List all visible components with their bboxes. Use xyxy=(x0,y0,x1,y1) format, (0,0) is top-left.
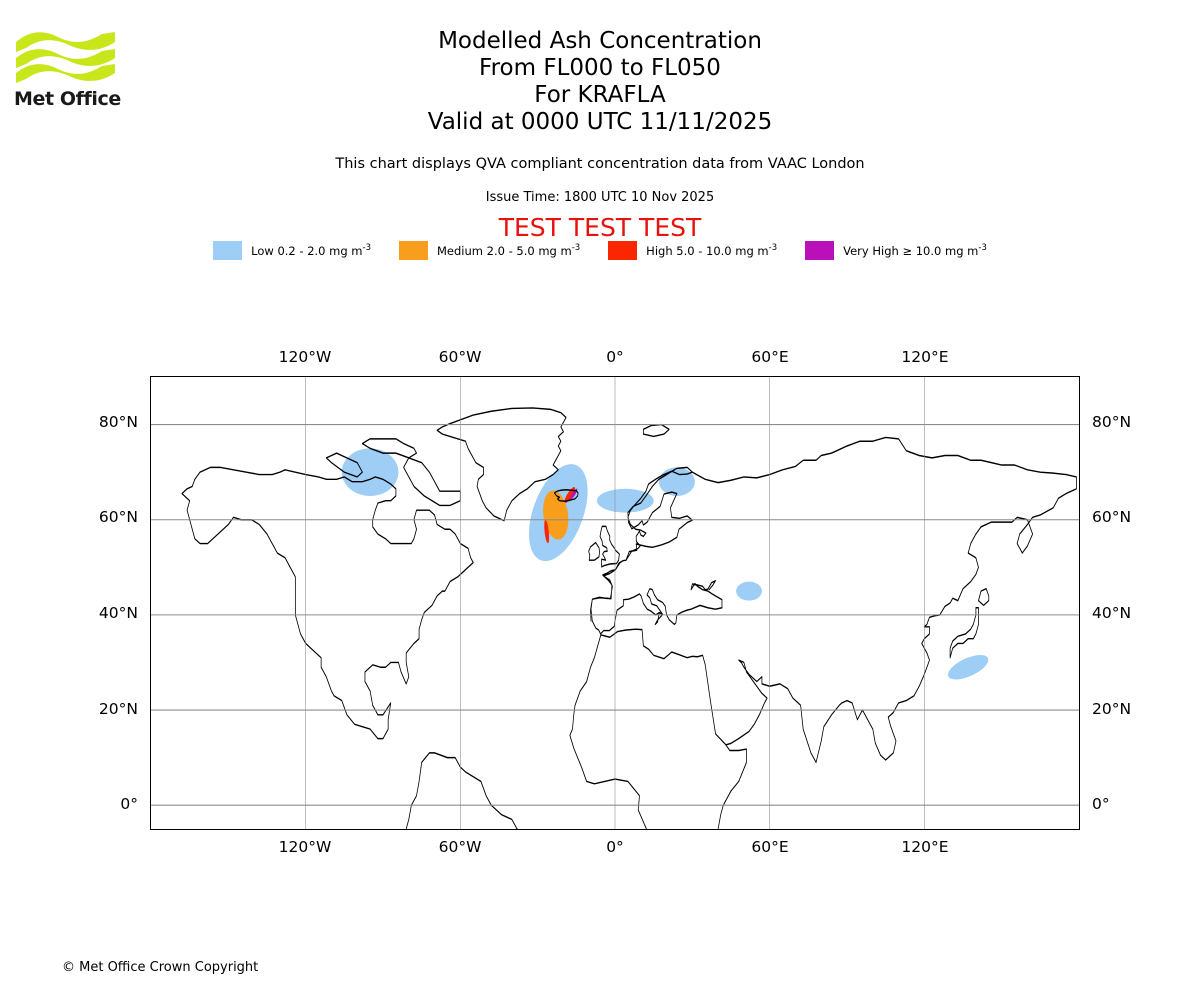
coastline xyxy=(181,466,474,740)
met-office-wordmark: Met Office xyxy=(14,88,121,110)
y-tick-label-right: 60°N xyxy=(1092,508,1132,527)
ash-plume-low xyxy=(947,655,989,680)
legend-entry-medium: Medium 2.0 - 5.0 mg m-3 xyxy=(398,241,581,260)
legend-entry-very-high: Very High ≥ 10.0 mg m-3 xyxy=(805,241,987,260)
legend-label-medium: Medium 2.0 - 5.0 mg m-3 xyxy=(436,243,581,258)
coastline xyxy=(588,541,600,561)
title-line-4: Valid at 0000 UTC 11/11/2025 xyxy=(427,109,773,135)
ash-plume-medium xyxy=(543,490,569,540)
y-tick-label-left: 0° xyxy=(120,795,138,814)
legend-entry-low: Low 0.2 - 2.0 mg m-3 xyxy=(213,241,371,260)
y-tick-label-left: 40°N xyxy=(98,603,138,622)
ash-plume-layer xyxy=(341,448,989,680)
x-tick-label-top: 60°W xyxy=(438,348,482,366)
ash-plume-low xyxy=(658,467,695,496)
coastline xyxy=(625,466,693,561)
coastline xyxy=(361,438,417,459)
met-office-logo: Met Office xyxy=(14,28,124,116)
coastline xyxy=(642,423,670,438)
coastline xyxy=(691,436,1077,764)
y-tick-label-left: 80°N xyxy=(98,412,138,431)
y-tick-label-right: 40°N xyxy=(1092,603,1132,622)
copyright-notice: © Met Office Crown Copyright xyxy=(62,960,259,975)
coastline xyxy=(436,407,567,522)
concentration-legend: Low 0.2 - 2.0 mg m-3 Medium 2.0 - 5.0 mg… xyxy=(0,241,1200,260)
coastline xyxy=(978,588,990,607)
legend-swatch-very-high xyxy=(805,241,835,260)
legend-entry-high: High 5.0 - 10.0 mg m-3 xyxy=(608,241,777,260)
map-canvas xyxy=(151,377,1079,829)
x-tick-label-bottom: 60°W xyxy=(438,838,482,856)
y-tick-label-right: 0° xyxy=(1092,795,1110,814)
page-title: Modelled Ash Concentration From FL000 to… xyxy=(0,28,1200,136)
legend-swatch-medium xyxy=(398,241,428,260)
coastline xyxy=(949,607,979,659)
met-office-wave-icon xyxy=(16,32,115,83)
legend-swatch-high xyxy=(608,241,638,260)
test-banner: TEST TEST TEST xyxy=(498,213,702,242)
issue-time: Issue Time: 1800 UTC 10 Nov 2025 xyxy=(485,190,715,205)
legend-swatch-low xyxy=(213,241,243,260)
ash-plume-low xyxy=(736,581,762,601)
x-tick-label-bottom: 120°W xyxy=(278,838,332,856)
graticule-layer xyxy=(151,377,1079,829)
x-tick-label-top: 60°E xyxy=(751,348,789,366)
y-tick-label-right: 20°N xyxy=(1092,699,1132,718)
x-tick-label-top: 0° xyxy=(606,348,624,366)
x-tick-label-top: 120°W xyxy=(278,348,332,366)
title-line-1: Modelled Ash Concentration xyxy=(438,28,762,54)
coastline xyxy=(599,525,620,568)
ash-plume-low xyxy=(596,488,654,513)
y-tick-label-left: 20°N xyxy=(98,699,138,718)
x-tick-label-bottom: 60°E xyxy=(751,838,789,856)
coastline xyxy=(405,752,519,829)
legend-label-low: Low 0.2 - 2.0 mg m-3 xyxy=(251,243,371,258)
ash-plume-low xyxy=(341,448,399,496)
legend-label-high: High 5.0 - 10.0 mg m-3 xyxy=(646,243,778,258)
x-tick-label-bottom: 0° xyxy=(606,838,624,856)
chart-subtitle: This chart displays QVA compliant concen… xyxy=(335,156,865,172)
ash-concentration-map[interactable] xyxy=(150,376,1080,830)
y-tick-label-left: 60°N xyxy=(98,508,138,527)
ash-plume-high xyxy=(544,519,550,544)
coastline xyxy=(590,559,723,635)
x-tick-label-top: 120°E xyxy=(901,348,949,366)
legend-label-very-high: Very High ≥ 10.0 mg m-3 xyxy=(843,243,987,258)
title-line-3: For KRAFLA xyxy=(534,82,666,108)
y-tick-label-right: 80°N xyxy=(1092,412,1132,431)
coastline xyxy=(554,489,579,502)
coastline xyxy=(569,628,747,829)
x-tick-label-bottom: 120°E xyxy=(901,838,949,856)
coastline-layer xyxy=(181,407,1077,829)
title-line-2: From FL000 to FL050 xyxy=(479,55,721,81)
coastline xyxy=(325,452,363,478)
coastline xyxy=(403,457,461,507)
